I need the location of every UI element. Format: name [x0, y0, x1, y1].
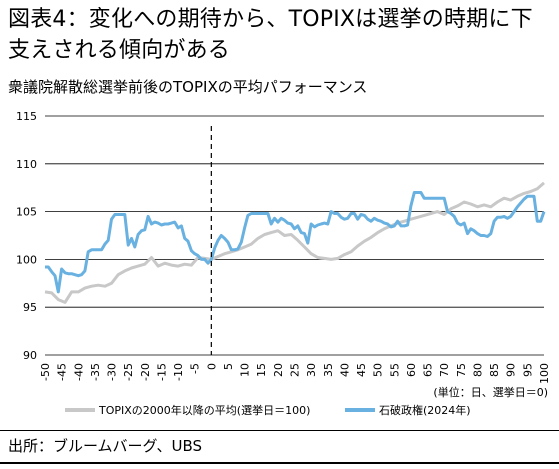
x-tick-label: -10	[172, 363, 185, 381]
x-tick-label: 5	[222, 363, 235, 370]
x-tick-label: 80	[471, 363, 484, 377]
x-tick-label: 15	[255, 363, 268, 377]
legend: TOPIXの2000年以降の平均(選挙日＝100) 石破政権(2024年)	[65, 403, 471, 417]
x-tick-label: 40	[338, 363, 351, 377]
x-tick-label: 20	[272, 363, 285, 377]
x-tick-label: 0	[205, 363, 218, 370]
series-line-ishiba	[45, 191, 546, 294]
x-tick-label: 85	[488, 363, 501, 377]
x-tick-label: 60	[405, 363, 418, 377]
x-tick-label: 25	[289, 363, 302, 377]
x-tick-label: -35	[89, 363, 102, 381]
x-tick-label: -30	[106, 363, 119, 381]
series-layer	[44, 181, 546, 304]
x-tick-label: 65	[422, 363, 435, 377]
source-note: 出所：ブルームバーグ、UBS	[8, 437, 203, 455]
y-tick-label: 100	[16, 253, 37, 266]
y-tick-label: 110	[16, 158, 37, 171]
grid-layer	[45, 115, 544, 356]
x-tick-label: 55	[388, 363, 401, 377]
chart-title: 図表4：変化への期待から、TOPIXは選挙の時期に下支えされる傾向がある	[8, 7, 533, 63]
legend-label-topix-average: TOPIXの2000年以降の平均(選挙日＝100)	[98, 403, 310, 417]
y-tick-label: 105	[16, 206, 37, 219]
x-tick-label: 35	[322, 363, 335, 377]
y-tick-label: 90	[23, 349, 37, 362]
x-tick-label: 95	[521, 363, 534, 377]
x-tick-label: 50	[372, 363, 385, 377]
x-tick-label: 45	[355, 363, 368, 377]
x-tick-label: 100	[538, 363, 551, 384]
x-tick-label: -25	[122, 363, 135, 381]
x-tick-label: -45	[56, 363, 69, 381]
x-tick-label: -5	[189, 363, 202, 374]
x-tick-label: -40	[72, 363, 85, 381]
x-tick-label: 90	[505, 363, 518, 377]
chart-subtitle: 衆議院解散総選挙前後のTOPIXの平均パフォーマンス	[8, 78, 368, 96]
x-tick-label: 75	[455, 363, 468, 377]
divider-top	[0, 430, 559, 431]
y-tick-label: 115	[16, 110, 37, 123]
y-tick-label: 95	[23, 301, 37, 314]
y-axis: 90 95 100 105 110 115	[16, 110, 37, 362]
x-tick-label: 10	[239, 363, 252, 377]
divider-bottom	[0, 462, 559, 464]
series-line-topix-average	[44, 181, 545, 304]
x-tick-label: -15	[155, 363, 168, 381]
x-tick-label: 70	[438, 363, 451, 377]
x-axis: -50 -45 -40 -35 -30 -25 -20 -15 -10 -5 0 5 10 15 20 25 3…	[39, 363, 551, 384]
x-tick-label: -50	[39, 363, 52, 381]
x-tick-label: 30	[305, 363, 318, 377]
legend-label-ishiba: 石破政権(2024年)	[379, 403, 471, 417]
unit-note: (単位：日、選挙日＝0)	[433, 385, 548, 399]
x-tick-label: -20	[139, 363, 152, 381]
